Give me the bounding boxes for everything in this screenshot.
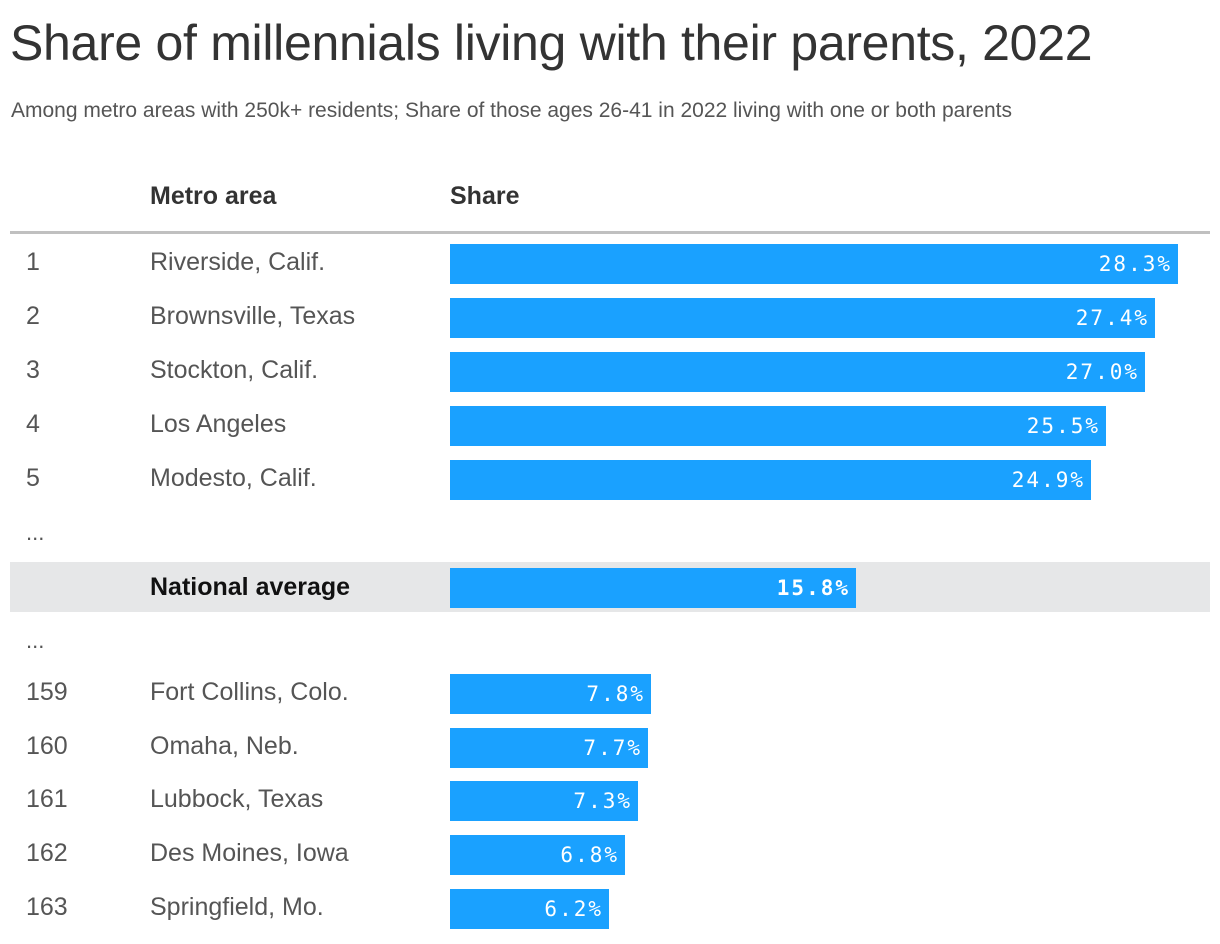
table-row: 3 Stockton, Calif. 27.0% [10, 344, 1210, 396]
rank-label: 159 [26, 677, 68, 706]
table-row: 161 Lubbock, Texas 7.3% [10, 773, 1210, 825]
metro-label: Des Moines, Iowa [150, 838, 349, 867]
bar: 7.7% [450, 728, 648, 768]
metro-label: Springfield, Mo. [150, 892, 324, 921]
bar-value-label: 6.2% [544, 897, 603, 921]
chart-title: Share of millennials living with their p… [10, 15, 1093, 71]
table-row: 5 Modesto, Calif. 24.9% [10, 452, 1210, 504]
metro-label: Lubbock, Texas [150, 784, 324, 813]
table-row: 4 Los Angeles 25.5% [10, 398, 1210, 450]
bar: 6.2% [450, 889, 609, 929]
chart-subtitle: Among metro areas with 250k+ residents; … [11, 99, 1013, 122]
bar-value-label: 27.4% [1075, 306, 1149, 330]
metro-label: Los Angeles [150, 409, 287, 438]
rank-label: 1 [26, 247, 40, 276]
column-header-metro: Metro area [150, 182, 277, 210]
rank-label: 4 [26, 409, 40, 438]
metro-label: Stockton, Calif. [150, 355, 319, 384]
national-average-row: National average 15.8% [10, 562, 1210, 612]
metro-label: Brownsville, Texas [150, 301, 356, 330]
bar-value-label: 7.8% [586, 682, 645, 706]
rank-label: 163 [26, 892, 68, 921]
rank-label: 160 [26, 731, 68, 760]
bar-value-label: 7.3% [573, 789, 632, 813]
table-row: 160 Omaha, Neb. 7.7% [10, 720, 1210, 772]
bar: 25.5% [450, 406, 1106, 446]
table-row: 163 Springfield, Mo. 6.2% [10, 881, 1210, 933]
bar-value-label: 6.8% [560, 843, 619, 867]
metro-label: National average [150, 572, 351, 601]
bar: 6.8% [450, 835, 625, 875]
metro-label: Fort Collins, Colo. [150, 677, 349, 706]
ellipsis-separator: ... [26, 628, 45, 653]
rank-label: 5 [26, 463, 40, 492]
bar: 28.3% [450, 244, 1178, 284]
header-divider [10, 231, 1210, 234]
rank-label: 2 [26, 301, 40, 330]
table-row: 2 Brownsville, Texas 27.4% [10, 290, 1210, 342]
metro-label: Modesto, Calif. [150, 463, 317, 492]
column-header-share: Share [450, 182, 520, 210]
bar-value-label: 24.9% [1011, 468, 1085, 492]
table-row: 1 Riverside, Calif. 28.3% [10, 236, 1210, 288]
bar: 27.4% [450, 298, 1155, 338]
table-row: 162 Des Moines, Iowa 6.8% [10, 827, 1210, 879]
bar-value-label: 27.0% [1065, 360, 1139, 384]
rank-label: 161 [26, 784, 68, 813]
bar: 27.0% [450, 352, 1145, 392]
bar: 15.8% [450, 568, 856, 608]
bar: 7.8% [450, 674, 651, 714]
bar-value-label: 15.8% [776, 576, 850, 600]
metro-label: Riverside, Calif. [150, 247, 326, 276]
table-header: Metro area Share [10, 182, 1210, 232]
bar: 7.3% [450, 781, 638, 821]
metro-label: Omaha, Neb. [150, 731, 299, 760]
bar: 24.9% [450, 460, 1091, 500]
bar-value-label: 7.7% [583, 736, 642, 760]
rank-label: 3 [26, 355, 40, 384]
ellipsis-separator: ... [26, 520, 45, 545]
bar-value-label: 28.3% [1098, 252, 1172, 276]
table-row: 159 Fort Collins, Colo. 7.8% [10, 666, 1210, 718]
rank-label: 162 [26, 838, 68, 867]
bar-value-label: 25.5% [1026, 414, 1100, 438]
